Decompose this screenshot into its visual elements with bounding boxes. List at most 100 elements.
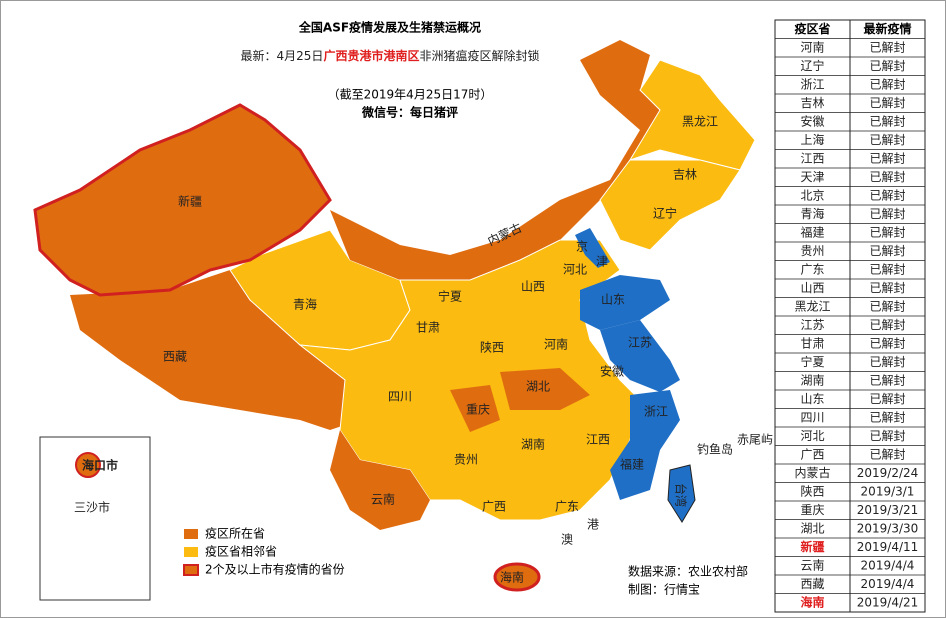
table-cell: 2019/3/30 — [857, 521, 919, 535]
table-cell: 已解封 — [869, 114, 905, 128]
table-cell: 已解封 — [869, 429, 905, 443]
province-label: 浙江 — [644, 405, 668, 419]
table-cell: 已解封 — [869, 244, 905, 258]
province-label: 福建 — [620, 457, 644, 472]
province-label: 海南 — [500, 570, 524, 585]
province-label: 辽宁 — [653, 206, 677, 221]
table-cell: 已解封 — [869, 336, 905, 350]
table-cell: 甘肃 — [800, 336, 824, 350]
table-cell: 四川 — [800, 410, 824, 424]
table-cell: 陕西 — [800, 483, 824, 498]
table-cell: 已解封 — [869, 96, 905, 110]
table-cell: 已解封 — [869, 170, 905, 184]
inset-box — [39, 436, 151, 601]
province-label: 云南 — [371, 492, 395, 507]
province-label: 甘肃 — [416, 321, 440, 335]
region-northeast — [599, 159, 741, 251]
region-shandong — [580, 275, 670, 330]
region-inner-mongolia — [330, 40, 660, 290]
table-cell: 已解封 — [869, 207, 905, 221]
table-cell: 福建 — [800, 224, 824, 239]
table-cell: 江西 — [800, 151, 824, 165]
province-label: 港 — [587, 518, 599, 532]
table-cell: 广东 — [800, 262, 824, 276]
province-label: 江苏 — [628, 336, 652, 350]
province-label: 山东 — [601, 293, 625, 307]
island-label: 钓鱼岛 — [697, 442, 733, 457]
table-cell: 2019/4/11 — [857, 540, 919, 554]
table-cell: 2019/4/4 — [861, 577, 915, 591]
table-cell: 西藏 — [800, 577, 824, 591]
region-hainan — [493, 562, 541, 592]
province-label: 新疆 — [178, 194, 202, 209]
province-label: 广东 — [555, 500, 579, 514]
table-cell: 2019/4/4 — [861, 558, 915, 572]
table-cell: 2019/2/24 — [857, 466, 919, 480]
table-cell: 已解封 — [869, 59, 905, 73]
province-label: 江西 — [586, 433, 610, 447]
table-cell: 已解封 — [869, 318, 905, 332]
legend-label: 2个及以上市有疫情的省份 — [205, 562, 345, 577]
table-cell: 湖南 — [800, 372, 824, 387]
table-cell: 北京 — [800, 188, 824, 202]
province-label: 西藏 — [163, 350, 187, 364]
inset-hainan — [75, 452, 101, 478]
table-cell: 安徽 — [800, 113, 824, 128]
table-cell: 天津 — [800, 170, 824, 184]
province-label: 安徽 — [600, 364, 624, 379]
province-label: 吉林 — [673, 168, 697, 182]
table-cell: 河北 — [800, 429, 824, 443]
province-label: 台湾 — [674, 483, 689, 507]
province-label: 京 — [576, 240, 588, 254]
province-label: 湖南 — [521, 437, 545, 452]
table-cell: 上海 — [800, 132, 824, 147]
legend-label: 疫区所在省 — [205, 526, 265, 541]
china-map — [33, 40, 756, 592]
inset-label: 三沙市 — [74, 500, 110, 515]
table-cell: 内蒙古 — [794, 465, 830, 480]
source-text: 制图：行情宝 — [628, 583, 700, 597]
table-cell: 山东 — [800, 392, 824, 406]
legend-label: 疫区省相邻省 — [205, 544, 277, 559]
province-label: 广西 — [482, 500, 506, 514]
table-header: 最新疫情 — [863, 21, 911, 36]
table-cell: 云南 — [800, 557, 824, 572]
table-cell: 已解封 — [869, 447, 905, 461]
table-cell: 贵州 — [800, 244, 824, 258]
region-central — [298, 239, 641, 521]
table-cell: 2019/4/21 — [857, 595, 919, 609]
region-hubei — [500, 368, 590, 410]
region-jiangsu — [600, 320, 680, 392]
table-cell: 已解封 — [869, 40, 905, 54]
inset-label: 海口市 — [82, 458, 118, 473]
table-cell: 已解封 — [869, 225, 905, 239]
table-cell: 已解封 — [869, 133, 905, 147]
table-cell: 宁夏 — [800, 354, 824, 369]
province-label: 黑龙江 — [682, 115, 718, 129]
region-xinjiang — [33, 103, 332, 297]
as-of: （截至2019年4月25日17时） — [328, 88, 493, 102]
table-cell: 重庆 — [800, 503, 824, 517]
province-label: 河南 — [544, 337, 568, 352]
table-cell: 新疆 — [800, 539, 824, 554]
table-cell: 黑龙江 — [794, 299, 830, 313]
region-yunnan — [330, 430, 430, 530]
table-cell: 海南 — [800, 594, 824, 609]
region-chongqing — [450, 385, 500, 432]
province-label: 澳 — [561, 533, 573, 547]
province-label: 湖北 — [526, 379, 550, 394]
province-label: 陕西 — [480, 340, 504, 355]
table-cell: 江苏 — [800, 318, 824, 332]
table-cell: 已解封 — [869, 188, 905, 202]
province-label: 津 — [596, 255, 608, 269]
legend-swatch — [184, 547, 198, 557]
table-cell: 2019/3/21 — [857, 503, 919, 517]
legend-swatch — [183, 564, 199, 576]
table-cell: 已解封 — [869, 281, 905, 295]
table-cell: 已解封 — [869, 373, 905, 387]
table-cell: 山西 — [800, 281, 824, 295]
subtitle-part: 广西贵港市港南区 — [323, 48, 419, 63]
table-cell: 辽宁 — [800, 58, 824, 73]
province-label: 河北 — [563, 263, 587, 277]
